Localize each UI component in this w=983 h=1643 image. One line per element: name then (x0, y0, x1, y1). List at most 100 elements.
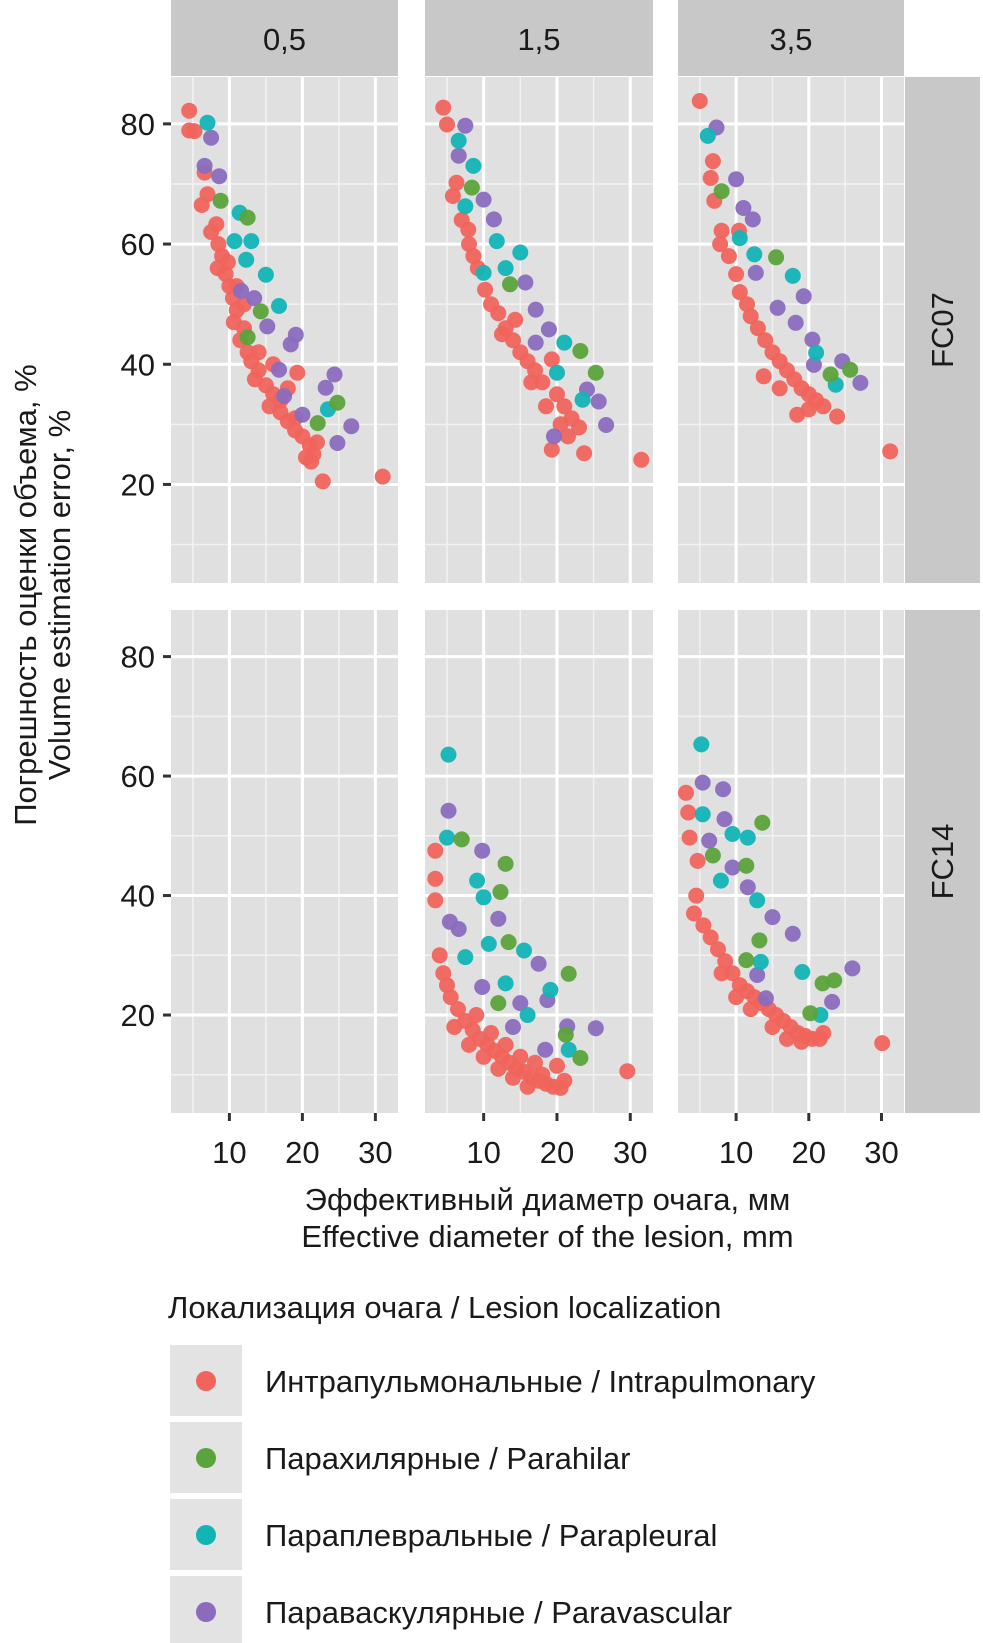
data-point-intra (435, 99, 452, 116)
data-point-intra (435, 965, 452, 982)
data-point-pleural (497, 975, 514, 992)
data-point-vasc (530, 955, 547, 972)
data-point-intra (519, 1078, 536, 1095)
data-point-intra (461, 1036, 477, 1053)
data-point-intra (490, 305, 507, 322)
data-point-intra (448, 174, 465, 191)
data-point-pleural (469, 872, 486, 889)
data-point-intra (543, 351, 560, 368)
y-tick-label: 40 (121, 347, 155, 382)
legend-key-marker (196, 1371, 216, 1391)
data-point-intra (800, 401, 817, 418)
data-point-intra (739, 296, 755, 313)
data-point-intra (181, 122, 198, 139)
panel-FC07-0 (171, 77, 398, 583)
data-point-pleural (749, 892, 766, 909)
data-point-hilar (239, 329, 256, 346)
strip-col-background (678, 0, 904, 76)
data-point-intra (712, 236, 729, 253)
data-point-vasc (475, 191, 492, 208)
data-point-intra (217, 266, 234, 283)
panel-FC07-2 (678, 77, 904, 583)
data-point-intra (309, 434, 325, 451)
data-point-vasc (728, 171, 745, 188)
data-point-hilar (492, 884, 509, 900)
strip-col-background (171, 0, 398, 76)
legend-key-marker (196, 1448, 216, 1468)
y-tick-label: 60 (121, 759, 155, 794)
data-point-vasc (739, 879, 756, 896)
data-point-vasc (540, 321, 557, 338)
strip-col-label: 3,5 (769, 22, 812, 57)
data-point-intra (815, 398, 832, 415)
x-tick-label: 10 (719, 1135, 753, 1170)
panel-FC14-0 (171, 610, 398, 1113)
data-point-pleural (724, 826, 741, 842)
strip-row-background (905, 610, 980, 1113)
data-point-intra (374, 468, 391, 485)
data-point-vasc (326, 366, 343, 383)
data-point-pleural (271, 298, 287, 314)
data-point-intra (505, 1069, 521, 1086)
points-FC07-1 (435, 99, 650, 468)
data-point-pleural (808, 344, 825, 361)
data-point-vasc (805, 356, 822, 373)
panel-FC07-1 (425, 77, 653, 583)
data-point-intra (490, 1060, 507, 1077)
data-point-intra (678, 784, 694, 801)
data-point-vasc (450, 921, 467, 937)
data-point-intra (764, 1019, 781, 1035)
data-point-pleural (488, 233, 505, 250)
data-point-intra (571, 419, 587, 436)
data-point-intra (427, 892, 444, 909)
data-point-intra (203, 224, 220, 240)
data-point-hilar (768, 249, 785, 266)
data-point-vasc (490, 910, 507, 927)
data-point-intra (534, 1066, 551, 1083)
data-point-vasc (716, 811, 733, 828)
data-point-intra (477, 281, 494, 298)
data-point-intra (494, 326, 510, 343)
legend-title: Локализация очага / Lesion localization (168, 1290, 721, 1325)
data-point-vasc (485, 211, 502, 228)
data-point-vasc (715, 781, 732, 798)
data-point-intra (450, 1001, 466, 1018)
data-point-pleural (512, 244, 529, 261)
data-point-vasc (271, 361, 287, 378)
data-point-intra (549, 386, 565, 403)
data-point-vasc (844, 960, 861, 977)
data-point-hilar (572, 1050, 589, 1066)
data-point-hilar (738, 952, 755, 969)
y-tick-label: 40 (121, 879, 155, 914)
data-point-vasc (203, 129, 220, 146)
data-point-intra (219, 254, 236, 271)
data-point-intra (193, 197, 210, 213)
legend-item-intra: Интрапульмональные / Intrapulmonary (170, 1345, 816, 1416)
data-point-vasc (701, 832, 718, 849)
data-point-hilar (738, 857, 755, 874)
y-tick-label: 20 (121, 998, 155, 1033)
data-point-hilar (751, 932, 768, 949)
data-point-pleural (556, 334, 573, 351)
data-point-vasc (246, 290, 263, 307)
data-point-pleural (519, 1007, 536, 1023)
data-point-pleural (739, 829, 756, 846)
points-FC07-0 (181, 102, 391, 490)
y-tick-label: 60 (121, 227, 155, 262)
data-point-intra (619, 1063, 636, 1080)
data-point-pleural (257, 266, 274, 283)
data-point-hilar (754, 814, 771, 831)
data-point-intra (534, 374, 551, 391)
panel-background (171, 77, 398, 583)
data-point-pleural (746, 246, 763, 263)
points-FC14-1 (427, 746, 636, 1096)
data-point-intra (181, 102, 198, 119)
data-point-intra (815, 1025, 832, 1041)
x-axis-title-line: Effective diameter of the lesion, mm (301, 1219, 793, 1254)
data-point-intra (453, 212, 470, 228)
panel-background (171, 610, 398, 1113)
legend-item-pleural: Параплевральные / Parapleural (170, 1499, 717, 1570)
data-point-intra (771, 380, 788, 397)
data-point-hilar (252, 303, 269, 320)
legend-label: Интрапульмональные / Intrapulmonary (265, 1364, 816, 1399)
